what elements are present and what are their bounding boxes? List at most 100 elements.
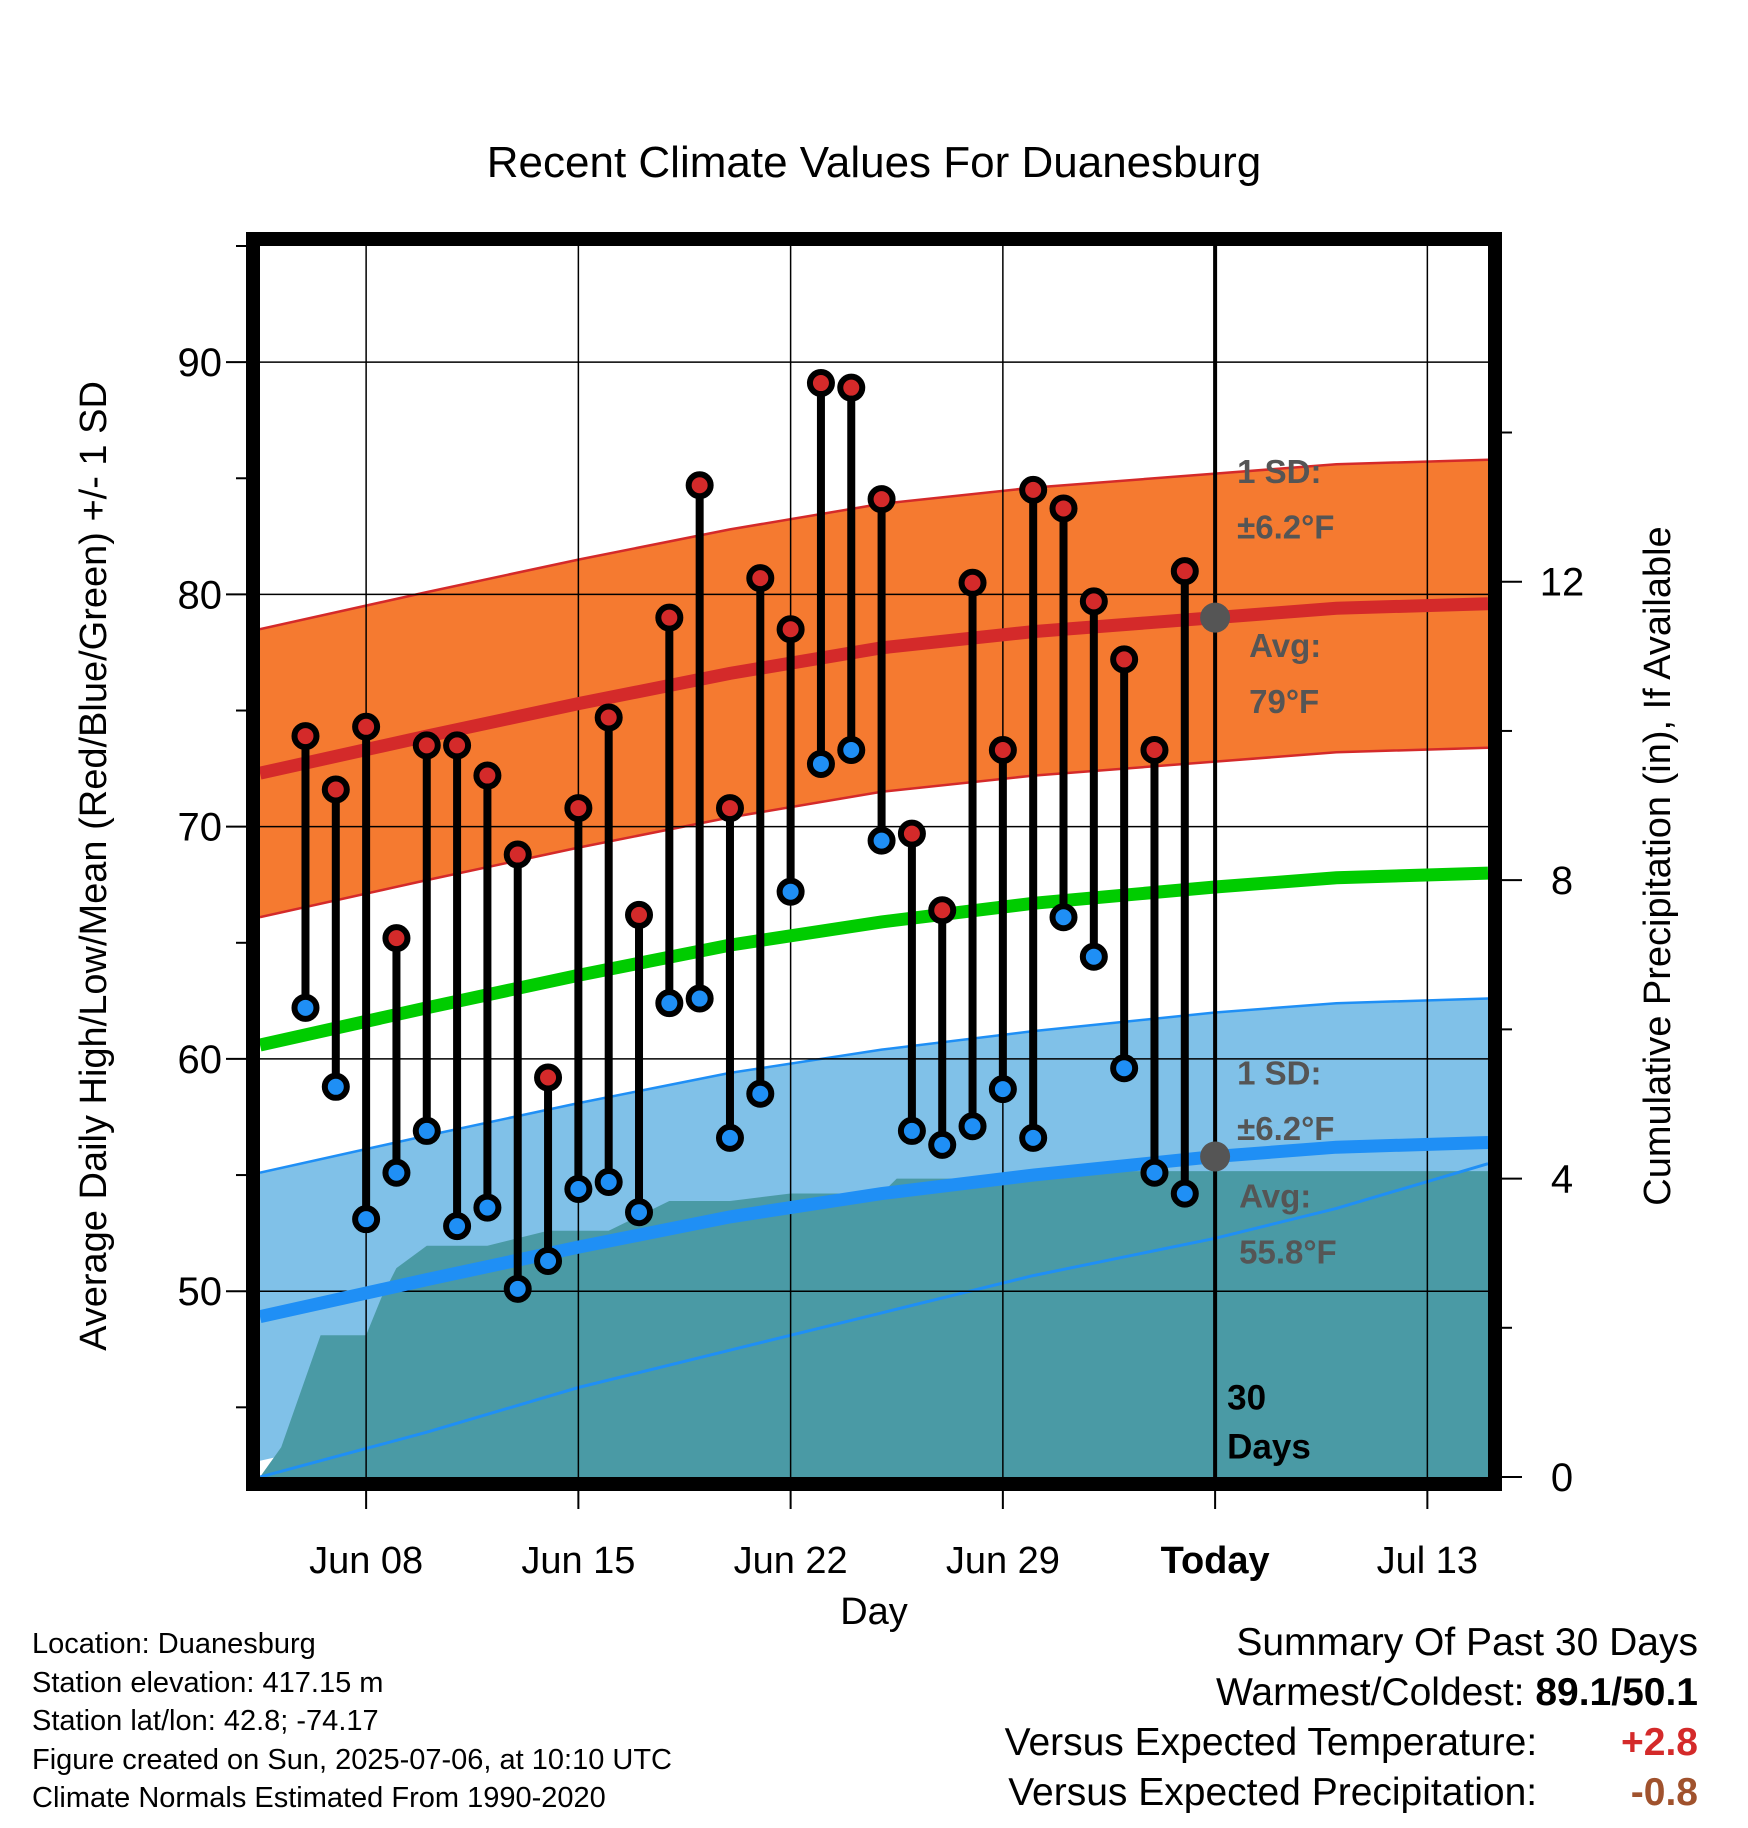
precip-value: -0.8 — [1630, 1771, 1698, 1814]
low-temp-point — [473, 1193, 502, 1222]
low-temp-point — [352, 1205, 381, 1234]
warm-cold-value: 89.1/50.1 — [1535, 1671, 1698, 1714]
low-temp-point — [806, 749, 835, 778]
low-temp-point — [867, 826, 896, 855]
high-temp-point — [806, 369, 835, 398]
low-temp-point — [776, 877, 805, 906]
low-temp-point — [746, 1079, 775, 1108]
low-temp-point — [625, 1198, 654, 1227]
x-tick-label: Jun 22 — [734, 1540, 848, 1582]
low-temp-point — [1110, 1054, 1139, 1083]
low-temp-point — [291, 993, 320, 1022]
high-temp-point — [1079, 587, 1108, 616]
low-temp-point — [382, 1158, 411, 1187]
summary-heading: Summary Of Past 30 Days — [1236, 1621, 1698, 1664]
x-tick-label: Jun 15 — [521, 1540, 635, 1582]
low-avg-line — [260, 1136, 1488, 1324]
low-temp-point — [594, 1168, 623, 1197]
high-temp-point — [958, 568, 987, 597]
high-sd-value: ±6.2°F — [1237, 509, 1334, 546]
y2-tick-label: 8 — [1551, 859, 1573, 903]
low-temp-point — [1079, 942, 1108, 971]
y-tick-label: 70 — [178, 806, 223, 850]
low-temp-point — [1140, 1158, 1169, 1187]
location-text: Location: Duanesburg — [32, 1628, 316, 1660]
high-temp-point — [412, 731, 441, 760]
mean-avg-line — [260, 866, 1488, 1052]
high-temp-point — [1049, 494, 1078, 523]
high-temp-point — [534, 1063, 563, 1092]
station-info: Location: Duanesburg Station elevation: … — [32, 1625, 672, 1818]
low-temp-point — [412, 1116, 441, 1145]
latlon-text: Station lat/lon: 42.8; -74.17 — [32, 1705, 379, 1737]
high-temp-point — [776, 615, 805, 644]
low-sd-value: ±6.2°F — [1237, 1110, 1334, 1147]
high-temp-point — [837, 373, 866, 402]
high-sd-label: 1 SD: — [1237, 453, 1321, 490]
high-temp-point — [382, 924, 411, 953]
y-tick-label: 90 — [178, 341, 223, 385]
precip-label: Versus Expected Precipitation: — [1008, 1771, 1538, 1814]
high-temp-point — [625, 900, 654, 929]
high-temp-point — [685, 471, 714, 500]
high-temp-point — [352, 712, 381, 741]
low-temp-point — [534, 1246, 563, 1275]
summary-warm-cold: Warmest/Coldest: 89.1/50.1 — [1005, 1668, 1698, 1718]
created-text: Figure created on Sun, 2025-07-06, at 10… — [32, 1743, 672, 1776]
high-temp-point — [321, 775, 350, 804]
low-temp-point — [958, 1112, 987, 1141]
y2-tick-label: 4 — [1551, 1158, 1573, 1202]
low-temp-point — [837, 736, 866, 765]
high-temp-point — [1170, 557, 1199, 586]
temp-value: +2.8 — [1621, 1721, 1698, 1764]
high-temp-point — [867, 485, 896, 514]
low-temp-point — [715, 1123, 744, 1152]
high-temp-point — [473, 761, 502, 790]
high-temp-point — [594, 703, 623, 732]
high-temp-point — [988, 736, 1017, 765]
high-temp-point — [564, 794, 593, 823]
plot-area — [260, 246, 1488, 1477]
low-sd-upper-line — [260, 997, 1488, 1174]
x-axis-label: Day — [840, 1591, 908, 1633]
y-tick-label: 80 — [178, 573, 223, 617]
today-low-avg-dot — [1200, 1141, 1231, 1172]
today-days-number: 30 — [1227, 1379, 1266, 1418]
high-temp-point — [291, 722, 320, 751]
x-tick-label: Jul 13 — [1377, 1540, 1478, 1582]
low-temp-point — [1170, 1179, 1199, 1208]
high-temp-point — [443, 731, 472, 760]
high-temp-point — [1140, 736, 1169, 765]
y-tick-label: 60 — [178, 1038, 223, 1082]
chart-title: Recent Climate Values For Duanesburg — [487, 138, 1261, 187]
summary-precip: Versus Expected Precipitation: -0.8 — [1005, 1768, 1698, 1818]
high-avg-label: Avg: — [1249, 627, 1321, 664]
normals-text: Climate Normals Estimated From 1990-2020 — [32, 1782, 606, 1814]
low-temp-point — [1019, 1123, 1048, 1152]
summary-panel: Summary Of Past 30 Days Warmest/Coldest:… — [1005, 1618, 1698, 1818]
temp-label: Versus Expected Temperature: — [1004, 1721, 1538, 1764]
high-temp-point — [897, 819, 926, 848]
x-tick-label: Jun 29 — [946, 1540, 1060, 1582]
high-temp-point — [715, 794, 744, 823]
low-temp-point — [655, 989, 684, 1018]
y2-tick-label: 12 — [1540, 561, 1585, 605]
today-days-word: Days — [1227, 1427, 1311, 1466]
low-temp-point — [988, 1075, 1017, 1104]
high-temp-point — [928, 896, 957, 925]
low-avg-value: 55.8°F — [1239, 1233, 1337, 1270]
high-temp-point — [1110, 645, 1139, 674]
warm-cold-label: Warmest/Coldest: — [1216, 1671, 1525, 1714]
y-tick-label: 50 — [178, 1270, 223, 1314]
high-temp-point — [1019, 475, 1048, 504]
today-high-avg-dot — [1200, 602, 1231, 633]
low-temp-point — [1049, 903, 1078, 932]
elevation-text: Station elevation: 417.15 m — [32, 1666, 384, 1699]
low-sd-label: 1 SD: — [1237, 1054, 1321, 1091]
precip-normal-line — [260, 1162, 1488, 1477]
high-temp-point — [655, 603, 684, 632]
low-temp-point — [443, 1212, 472, 1241]
x-tick-label: Jun 08 — [309, 1540, 423, 1582]
y-axis-label: Average Daily High/Low/Mean (Red/Blue/Gr… — [73, 381, 115, 1351]
